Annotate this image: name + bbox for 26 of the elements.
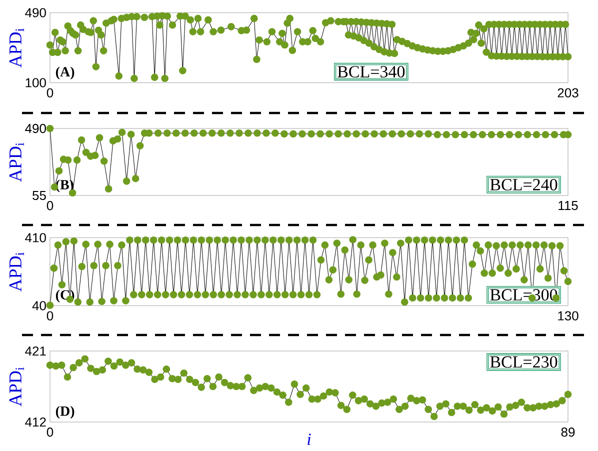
y-axis-title: APD$_{i}$ [9,28,24,68]
x-tick-label: 89 [561,428,575,437]
annotation: BCL=240 [490,178,558,190]
x-tick-label: 0 [46,201,54,210]
annotation: BCL=340 [338,66,405,78]
x-tick-label: 115 [558,201,578,210]
annotation: (A) [56,66,74,80]
y-tick-label: 412 [25,417,46,427]
annotation: BCL=230 [490,356,558,368]
y-tick-label: 490 [25,124,46,134]
y-tick-label: 55 [32,190,46,200]
x-tick-label: 130 [558,311,578,320]
y-axis-title: APD$_{i}$ [9,252,24,292]
x-axis-title: i [308,434,311,445]
x-tick-label: 203 [558,88,578,98]
y-tick-label: 490 [25,8,46,18]
annotation: (D) [56,406,74,419]
x-tick-label: 0 [46,428,54,437]
y-axis-title: APD$_{i}$ [9,142,24,182]
x-tick-label: 0 [46,311,54,320]
y-axis-title: APD$_{i}$ [9,367,24,406]
y-tick-label: 410 [25,233,46,242]
y-tick-label: 421 [25,346,46,356]
x-tick-label: 0 [46,88,54,98]
y-tick-label: 40 [32,301,46,310]
y-tick-label: 100 [26,78,46,88]
